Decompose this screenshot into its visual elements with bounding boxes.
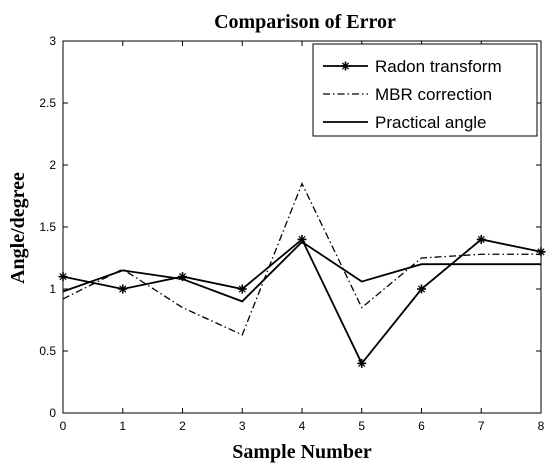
series-point: [297, 234, 307, 244]
legend-box: [312, 43, 538, 137]
y-tick-label: 2: [49, 158, 56, 172]
y-tick-label: 1: [49, 282, 56, 296]
y-tick-label: 1.5: [39, 220, 56, 234]
series-point: [417, 284, 426, 294]
legend-label: MBR correction: [375, 85, 492, 104]
chart-title: Comparison of Error: [214, 11, 396, 33]
series-line-radon-transform: [62, 237, 542, 366]
x-tick-label: 8: [538, 419, 545, 433]
legend-label: Practical angle: [375, 113, 487, 132]
x-axis-label: Sample Number: [232, 441, 372, 463]
series-point: [237, 284, 247, 294]
series-point: [476, 234, 486, 244]
y-tick-label: 0.5: [39, 344, 56, 358]
series-point: [58, 272, 68, 282]
x-tick-label: 3: [239, 419, 246, 433]
legend: Radon transform MBR correction Practical a…: [312, 43, 538, 137]
series-point: [536, 247, 546, 257]
x-tick-label: 1: [119, 419, 126, 433]
x-tick-label: 4: [299, 419, 306, 433]
plot-area: 0 1 2 3 4 5 6 7 8 0 0.5 1 1.5 2 2.5 3: [39, 34, 546, 433]
legend-marker: [341, 61, 350, 71]
y-tick-label: 2.5: [39, 96, 56, 110]
x-tick-label: 0: [60, 419, 67, 433]
series-point: [357, 358, 367, 368]
series-point: [118, 284, 128, 294]
x-tick-label: 7: [478, 419, 485, 433]
y-tick-label: 3: [49, 34, 56, 48]
x-tick-label: 5: [358, 419, 365, 433]
x-tick-label: 2: [179, 419, 186, 433]
legend-label: Radon transform: [375, 57, 502, 76]
y-tick-label: 0: [49, 406, 56, 420]
y-axis-label: Angle/degree: [7, 172, 29, 284]
x-tick-label: 6: [418, 419, 425, 433]
series-line-practical-angle: [62, 240, 541, 303]
series-line-mbr-correction: [62, 181, 541, 336]
